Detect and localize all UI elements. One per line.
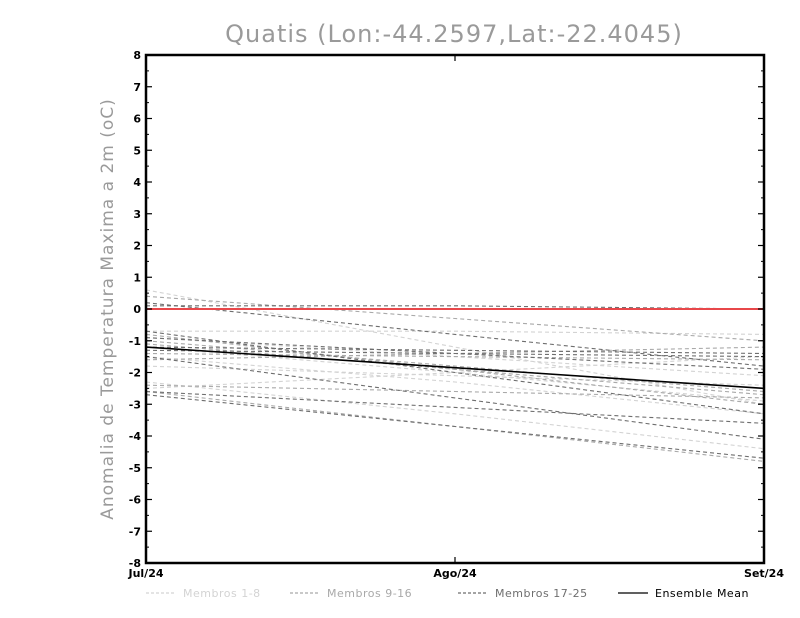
y-tick-label: 2 bbox=[133, 240, 141, 253]
y-tick-label: 1 bbox=[133, 271, 141, 284]
member-line-5 bbox=[145, 356, 765, 415]
series-layer bbox=[145, 289, 765, 462]
y-tick-label: 6 bbox=[133, 113, 141, 126]
x-tick-label: Ago/24 bbox=[433, 567, 477, 580]
y-axis-label: Anomalia de Temperatura Maxima a 2m (oC) bbox=[98, 98, 118, 520]
y-tick-label: 3 bbox=[133, 208, 141, 221]
legend-label: Membros 17-25 bbox=[495, 587, 588, 600]
member-line-12 bbox=[145, 352, 765, 361]
x-ticks: Jul/24 Ago/24 Set/24 bbox=[127, 55, 784, 580]
member-line-22 bbox=[145, 356, 765, 440]
x-tick-label: Jul/24 bbox=[127, 567, 163, 580]
y-tick-label: -8 bbox=[129, 557, 141, 570]
member-line-18 bbox=[145, 302, 765, 367]
member-line-25 bbox=[145, 346, 765, 355]
member-line-17 bbox=[146, 305, 765, 310]
member-line-9 bbox=[145, 295, 765, 342]
legend-label: Membros 1-8 bbox=[183, 587, 261, 600]
chart-title: Quatis (Lon:-44.2597,Lat:-22.4045) bbox=[225, 20, 683, 48]
member-line-24 bbox=[145, 390, 765, 424]
x-tick-label: Set/24 bbox=[744, 567, 784, 580]
legend: Membros 1-8 Membros 9-16 Membros 17-25 Ense… bbox=[146, 587, 749, 600]
member-line-20 bbox=[145, 394, 765, 459]
y-ticks: -8 -7 -6 -5 -4 -3 -2 -1 0 1 2 3 4 5 6 7 8 bbox=[129, 49, 764, 570]
y-tick-label: 4 bbox=[133, 176, 141, 189]
member-line-16 bbox=[145, 343, 765, 396]
y-tick-label: -2 bbox=[129, 367, 141, 380]
member-line-2 bbox=[146, 330, 765, 335]
member-line-10 bbox=[145, 340, 765, 393]
y-tick-label: -4 bbox=[129, 430, 142, 443]
member-line-8 bbox=[145, 365, 765, 386]
member-line-4 bbox=[145, 381, 765, 450]
legend-label: Membros 9-16 bbox=[327, 587, 412, 600]
y-tick-label: -1 bbox=[129, 335, 141, 348]
member-line-23 bbox=[145, 337, 765, 370]
y-tick-label: 0 bbox=[133, 303, 141, 316]
y-tick-label: 8 bbox=[133, 49, 141, 62]
y-tick-label: -6 bbox=[129, 494, 142, 507]
legend-label: Ensemble Mean bbox=[655, 587, 749, 600]
ensemble-mean-line bbox=[145, 346, 765, 390]
y-tick-label: 7 bbox=[133, 81, 141, 94]
y-tick-label: -5 bbox=[129, 462, 141, 475]
y-tick-label: -7 bbox=[129, 525, 141, 538]
member-line-14 bbox=[145, 384, 765, 399]
y-tick-label: -3 bbox=[129, 398, 141, 411]
y-tick-label: 5 bbox=[133, 144, 141, 157]
member-line-19 bbox=[145, 330, 765, 415]
